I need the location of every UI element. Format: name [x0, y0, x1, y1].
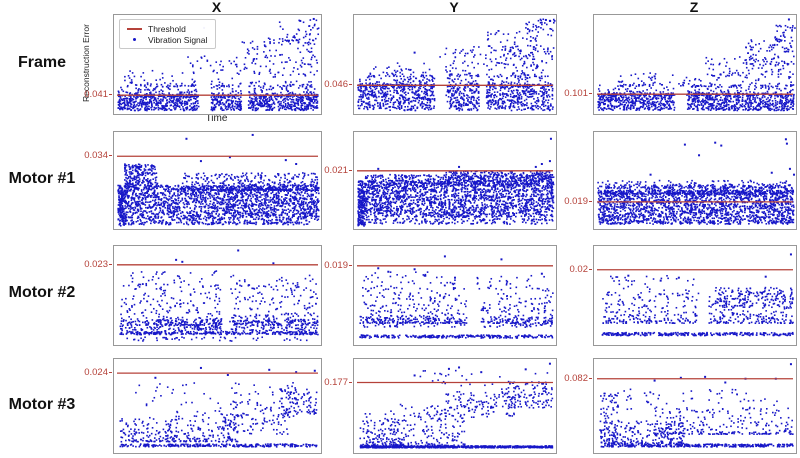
scatter-canvas [354, 359, 556, 453]
legend-threshold-swatch [126, 27, 142, 30]
threshold-label: 0.041 [70, 89, 112, 101]
panel-motor3-x: 0.024 [84, 358, 322, 454]
row-label-frame: Frame [17, 54, 67, 71]
panel-frame-x: 0.041 Threshold Vibration Signal [84, 14, 322, 115]
panel-motor1-x: 0.034 [84, 131, 322, 230]
panel-motor1-z: 0.019 [564, 131, 797, 230]
scatter-canvas [114, 132, 321, 229]
column-header-z: Z [689, 0, 699, 15]
signal-dot-icon [126, 38, 142, 41]
scatter-canvas [354, 15, 556, 114]
panel-frame-z: 0.101 [564, 14, 797, 115]
scatter-canvas [594, 246, 796, 345]
scatter-canvas [594, 132, 796, 229]
threshold-label: 0.082 [550, 373, 592, 385]
legend-row-signal: Vibration Signal [126, 34, 207, 45]
panel-frame-y: 0.046 [324, 14, 557, 115]
row-label-motor-1: Motor #1 [8, 170, 76, 187]
panel-motor3-z: 0.082 [564, 358, 797, 454]
legend: Threshold Vibration Signal [119, 19, 217, 49]
threshold-label: 0.024 [70, 367, 112, 379]
panel-motor2-z: 0.02 [570, 245, 797, 346]
scatter-canvas [594, 359, 796, 453]
x-axis-label: Time [205, 113, 228, 124]
legend-threshold-label: Threshold [148, 23, 186, 34]
row-label-motor-3: Motor #3 [8, 396, 76, 413]
legend-signal-label: Vibration Signal [148, 34, 208, 45]
column-header-x: X [211, 0, 222, 15]
legend-row-threshold: Threshold [126, 23, 207, 34]
threshold-line-icon [126, 27, 142, 30]
legend-signal-swatch [132, 38, 136, 41]
panel-motor3-y: 0.177 [324, 358, 557, 454]
threshold-label: 0.177 [310, 377, 352, 389]
threshold-label: 0.019 [550, 196, 592, 208]
scatter-canvas [354, 132, 556, 229]
column-header-y: Y [449, 0, 459, 15]
scatter-canvas [114, 359, 321, 453]
threshold-label: 0.101 [550, 88, 592, 100]
panel-motor1-y: 0.021 [324, 131, 557, 230]
threshold-label: 0.023 [70, 259, 112, 271]
threshold-label: 0.034 [70, 150, 112, 162]
scatter-canvas [594, 15, 796, 114]
threshold-label: 0.021 [310, 165, 352, 177]
threshold-label: 0.019 [310, 260, 352, 272]
threshold-label: 0.02 [550, 264, 592, 276]
panel-motor2-x: 0.023 [84, 245, 322, 346]
scatter-canvas [114, 246, 321, 345]
scatter-canvas [354, 246, 556, 345]
threshold-label: 0.046 [310, 79, 352, 91]
row-label-motor-2: Motor #2 [8, 284, 76, 301]
panel-motor2-y: 0.019 [324, 245, 557, 346]
